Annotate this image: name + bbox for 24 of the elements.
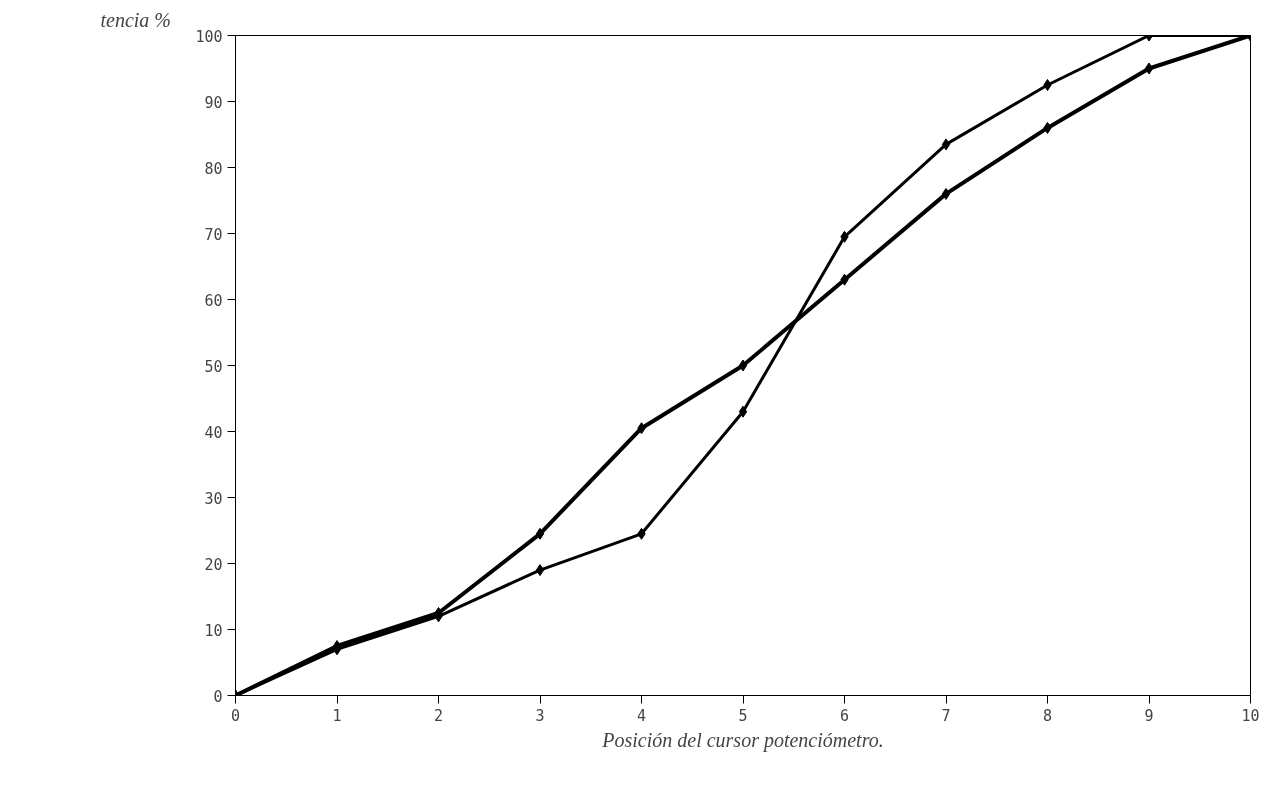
x-tick-label: 4 [636,706,647,725]
y-tick-label: 60 [204,291,223,310]
y-tick-label: 70 [204,225,223,244]
x-tick-label: 5 [738,706,748,725]
x-tick-label: 3 [535,706,545,725]
x-tick-label: 9 [1144,706,1154,725]
y-tick-label: 80 [204,159,223,178]
y-tick-label: 40 [204,423,223,442]
y-tick-label: 10 [204,621,223,640]
x-tick-label: 2 [433,706,444,725]
y-tick-label: 100 [195,27,223,46]
y-tick-label: 30 [204,489,223,508]
y-tick-label: 50 [204,357,223,376]
y-tick-label: 90 [204,93,223,112]
x-tick-label: 7 [941,706,951,725]
x-tick-label: 8 [1042,706,1053,725]
y-tick-label: 0 [213,687,223,706]
x-tick-label: 6 [839,706,850,725]
x-tick-label: 10 [1241,706,1260,725]
x-tick-label: 1 [332,706,342,725]
x-axis-title: Posición del cursor potenciómetro. [601,728,884,752]
y-axis-title: tencia % [100,8,172,31]
x-tick-label: 0 [230,706,241,725]
y-tick-label: 20 [204,555,223,574]
